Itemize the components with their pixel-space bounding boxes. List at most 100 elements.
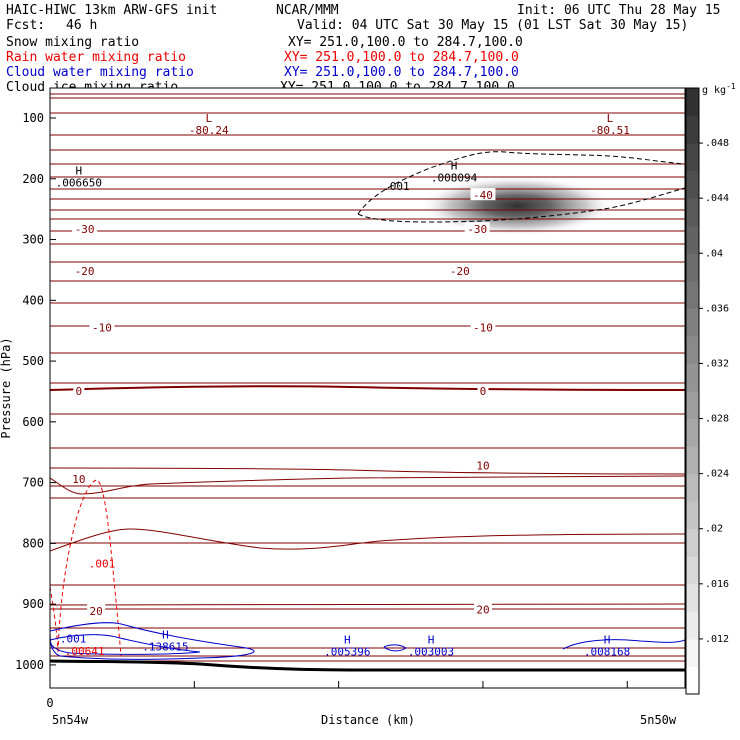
x-end-label: 5n50w bbox=[640, 713, 677, 727]
temperature-label: 0 bbox=[76, 385, 83, 398]
rain-contour-line bbox=[50, 586, 59, 653]
extremum-marker: H bbox=[162, 629, 169, 642]
colorbar-step bbox=[686, 280, 699, 309]
colorbar-step bbox=[686, 473, 699, 502]
colorbar-step bbox=[686, 528, 699, 557]
field-cloudwater-name: Cloud water mixing ratio bbox=[6, 65, 194, 80]
y-tick-label: 400 bbox=[22, 293, 44, 307]
extremum-value: .00641 bbox=[65, 645, 105, 658]
colorbar-tick-label: .016 bbox=[705, 579, 729, 590]
plot-frame bbox=[49, 87, 686, 689]
ice-contour-line bbox=[357, 151, 685, 215]
label-knockout bbox=[464, 222, 490, 235]
extremum-marker: H bbox=[428, 633, 435, 646]
extremum-value: .001 bbox=[60, 633, 87, 646]
extremum-value: .006650 bbox=[56, 176, 102, 189]
extremum-value: .008094 bbox=[431, 171, 478, 184]
colorbar-step bbox=[686, 556, 699, 585]
rain-water-contours bbox=[50, 479, 122, 657]
temperature-label: -20 bbox=[75, 265, 95, 278]
cloud-water-line bbox=[383, 644, 407, 652]
label-knockout bbox=[470, 320, 496, 333]
label-knockout bbox=[72, 264, 98, 277]
x-axis-label: Distance (km) bbox=[321, 713, 415, 727]
y-axis: 100 200 300 400 500 600 700 800 900 1000 bbox=[15, 111, 56, 672]
colorbar-tick-label: .044 bbox=[705, 193, 729, 204]
temperature-label: -10 bbox=[92, 322, 112, 335]
colorbar-step bbox=[686, 170, 699, 199]
colorbar-tick-label: .048 bbox=[705, 138, 729, 149]
temperature-label: -40 bbox=[473, 189, 493, 202]
x-tick-label: 0 bbox=[46, 696, 53, 710]
extremum-value: .008168 bbox=[584, 645, 630, 658]
extremum-value: .138615 bbox=[142, 641, 188, 654]
fcst-label: Fcst: bbox=[6, 18, 45, 33]
field-snow-name: Snow mixing ratio bbox=[6, 35, 139, 50]
isotherm-line bbox=[50, 467, 685, 475]
colorbar-step bbox=[686, 418, 699, 447]
y-tick-label: 900 bbox=[22, 597, 44, 611]
ice-contour-line bbox=[357, 187, 685, 223]
temperature-label: -30 bbox=[467, 223, 487, 236]
extremum-value: -80.51 bbox=[590, 124, 630, 137]
extremum-value: .001 bbox=[383, 180, 410, 193]
colorbar-tick-label: .012 bbox=[705, 634, 729, 645]
temperature-label: -20 bbox=[450, 265, 470, 278]
label-knockout bbox=[477, 383, 489, 396]
colorbar-step bbox=[686, 115, 699, 144]
colorbar-step bbox=[686, 583, 699, 612]
temperature-label: -10 bbox=[473, 322, 493, 335]
y-tick-label: 100 bbox=[22, 111, 44, 125]
temperature-label: 20 bbox=[476, 604, 489, 617]
colorbar-tick-label: .024 bbox=[705, 469, 729, 480]
cloud-water-contours bbox=[50, 622, 685, 660]
label-knockout bbox=[73, 383, 85, 396]
colorbar-step bbox=[686, 335, 699, 364]
cloud-ice-shading bbox=[419, 176, 615, 236]
field-rain-name: Rain water mixing ratio bbox=[6, 50, 186, 65]
label-knockout bbox=[470, 188, 496, 201]
y-tick-label: 700 bbox=[22, 476, 44, 490]
colorbar-frame bbox=[685, 87, 700, 695]
x-axis: 0 bbox=[46, 681, 628, 710]
extremum-marker: H bbox=[76, 164, 83, 177]
y-tick-label: 1000 bbox=[15, 658, 44, 672]
field-snow-xy: XY= 251.0,100.0 to 284.7,100.0 bbox=[288, 35, 523, 50]
colorbar-step bbox=[686, 198, 699, 227]
extremum-value: .001 bbox=[89, 557, 116, 570]
y-tick-label: 300 bbox=[22, 233, 44, 247]
temperature-label: 10 bbox=[72, 473, 85, 486]
y-tick-label: 500 bbox=[22, 354, 44, 368]
isotherm-line bbox=[50, 475, 685, 495]
colorbar-step bbox=[686, 253, 699, 282]
label-knockout bbox=[473, 458, 492, 471]
colorbar-step bbox=[686, 638, 699, 667]
extremum-marker: H bbox=[451, 159, 458, 172]
init-time: Init: 06 UTC Thu 28 May 15 bbox=[517, 3, 721, 18]
colorbar-unit: g kg-1 bbox=[702, 82, 736, 96]
colorbar-step bbox=[686, 363, 699, 392]
colorbar-tick-label: .028 bbox=[705, 414, 729, 425]
extremum-marker: L bbox=[607, 112, 614, 125]
extremum-value: -80.24 bbox=[189, 124, 229, 137]
colorbar-step bbox=[686, 446, 699, 475]
cloud-water-line bbox=[50, 634, 201, 655]
colorbar-tick-label: .04 bbox=[705, 248, 723, 259]
extremum-value: .005396 bbox=[324, 645, 370, 658]
label-knockout bbox=[87, 603, 106, 616]
label-knockout bbox=[69, 471, 88, 484]
colorbar-step bbox=[686, 225, 699, 254]
label-knockout bbox=[89, 320, 115, 333]
field-cloudwater-xy: XY= 251.0,100.0 to 284.7,100.0 bbox=[284, 65, 519, 80]
fcst-value: 46 h bbox=[66, 18, 97, 33]
terrain-line bbox=[50, 659, 685, 672]
cloud-water-line bbox=[562, 639, 685, 650]
temperature-contours bbox=[50, 93, 685, 662]
temperature-label: -30 bbox=[75, 223, 95, 236]
rain-contour-line bbox=[57, 479, 122, 657]
isotherm-line bbox=[50, 528, 685, 552]
colorbar-tick-label: .036 bbox=[705, 303, 729, 314]
y-tick-label: 200 bbox=[22, 172, 44, 186]
